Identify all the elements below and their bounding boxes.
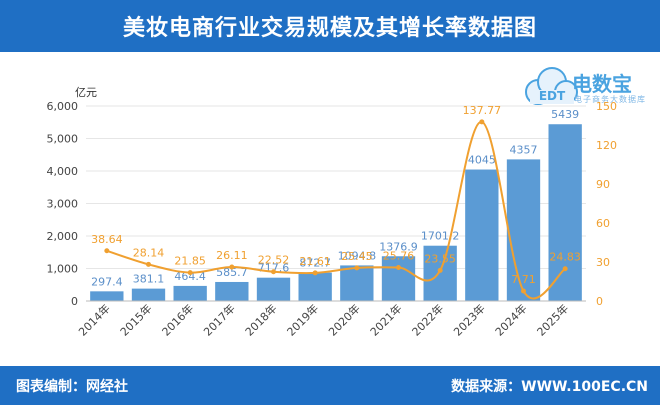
footer-bar: 图表编制：网经社 数据来源：WWW.100EC.CN (0, 366, 660, 405)
growth-rate-point (479, 119, 485, 125)
bar (90, 291, 124, 301)
footer-source: 数据来源：WWW.100EC.CN (451, 379, 648, 395)
growth-rate-point (146, 261, 151, 267)
page-title: 美妆电商行业交易规模及其增长率数据图 (122, 16, 537, 41)
x-tick-label: 2016年 (159, 301, 196, 338)
growth-rate-point (312, 270, 318, 276)
y2-tick-label: 90 (596, 178, 610, 191)
bar (506, 159, 541, 301)
footer-credit: 图表编制：网经社 (16, 379, 128, 395)
bar (215, 281, 249, 301)
y-tick-label: 2,000 (47, 230, 79, 243)
growth-rate-label: 22.52 (258, 254, 290, 267)
x-tick-label: 2014年 (75, 301, 112, 338)
bar (465, 169, 499, 301)
growth-rate-point (562, 266, 568, 272)
bar-value-label: 4045 (468, 154, 496, 167)
growth-rate-label: 7.71 (511, 273, 536, 286)
growth-rate-label: 28.14 (133, 246, 165, 259)
growth-rate-point (187, 270, 193, 276)
bar-value-label: 1376.9 (379, 240, 418, 253)
growth-rate-label: 38.64 (91, 233, 123, 246)
bar-value-label: 4357 (510, 143, 538, 156)
bar (423, 245, 457, 301)
line-series: 38.64 28.14 21.85 26.11 22.52 21.61 25.45 25.76… (91, 104, 581, 300)
bar-value-label: 585.7 (216, 266, 248, 279)
bar-value-label: 381.1 (133, 273, 165, 286)
logo-brand: 电数宝 (572, 72, 632, 96)
x-tick-label: 2021年 (367, 301, 404, 338)
x-tick-label: 2015年 (117, 301, 154, 338)
bar-value-label: 1701.2 (421, 230, 460, 243)
growth-rate-point (437, 267, 443, 273)
growth-rate-label: 25.45 (341, 250, 373, 263)
growth-rate-point (521, 288, 526, 294)
growth-rate-point (396, 265, 401, 271)
y2-tick-label: 150 (596, 100, 617, 113)
x-tick-label: 2023年 (450, 301, 487, 338)
y2-tick-label: 30 (596, 256, 610, 269)
bar (298, 272, 332, 301)
bar-value-label: 297.4 (91, 275, 123, 288)
y2-tick-label: 60 (596, 217, 610, 230)
bar-series: 297.4 381.1 464.4 585.7 717.6 872.71094.81376… (90, 108, 582, 301)
y-tick-label: 0 (71, 295, 78, 308)
header-bar: 美妆电商行业交易规模及其增长率数据图 (0, 0, 660, 52)
cloud-logo-icon: EDT (525, 67, 578, 105)
bar-value-label: 1094.8 (338, 249, 377, 262)
brand-logo: EDT 电数宝 电子商务大数据库 (520, 62, 650, 112)
logo-cloud-text: EDT (539, 89, 566, 103)
x-tick-label: 2019年 (284, 301, 321, 338)
bar-value-label: 872.7 (299, 257, 331, 270)
growth-rate-point (271, 269, 276, 275)
growth-rate-label: 21.85 (174, 255, 206, 268)
growth-rate-label: 137.77 (463, 104, 502, 117)
y2-tick-label: 0 (596, 295, 603, 308)
logo-brand-sub: 电子商务大数据库 (574, 95, 646, 104)
x-tick-label: 2020年 (325, 301, 362, 338)
y-axis-unit-label: 亿元 (75, 86, 97, 99)
y-tick-label: 3,000 (47, 198, 79, 211)
growth-rate-label: 26.11 (216, 249, 248, 262)
growth-rate-label: 23.55 (424, 252, 456, 265)
bar (381, 256, 416, 301)
bar (173, 285, 207, 301)
bar (548, 124, 582, 301)
growth-rate-label: 21.61 (299, 255, 331, 268)
x-tick-label: 2024年 (492, 301, 529, 338)
bar (131, 288, 166, 301)
growth-rate-point (104, 248, 110, 254)
bar (256, 277, 291, 301)
x-tick-label: 2017年 (200, 301, 237, 338)
x-tick-label: 2018年 (242, 301, 279, 338)
y-tick-label: 6,000 (47, 100, 79, 113)
y-tick-label: 5,000 (47, 133, 79, 146)
x-tick-label: 2025年 (534, 301, 571, 338)
y2-tick-label: 120 (596, 139, 617, 152)
growth-rate-label: 24.83 (549, 251, 581, 264)
growth-rate-point (229, 264, 235, 270)
x-tick-label: 2022年 (409, 301, 446, 338)
y-tick-label: 1,000 (47, 263, 79, 276)
bar-value-label: 5439 (551, 108, 579, 121)
growth-rate-label: 25.76 (383, 250, 415, 263)
bar (340, 265, 374, 301)
growth-rate-point (354, 265, 360, 271)
y-tick-label: 4,000 (47, 165, 79, 178)
